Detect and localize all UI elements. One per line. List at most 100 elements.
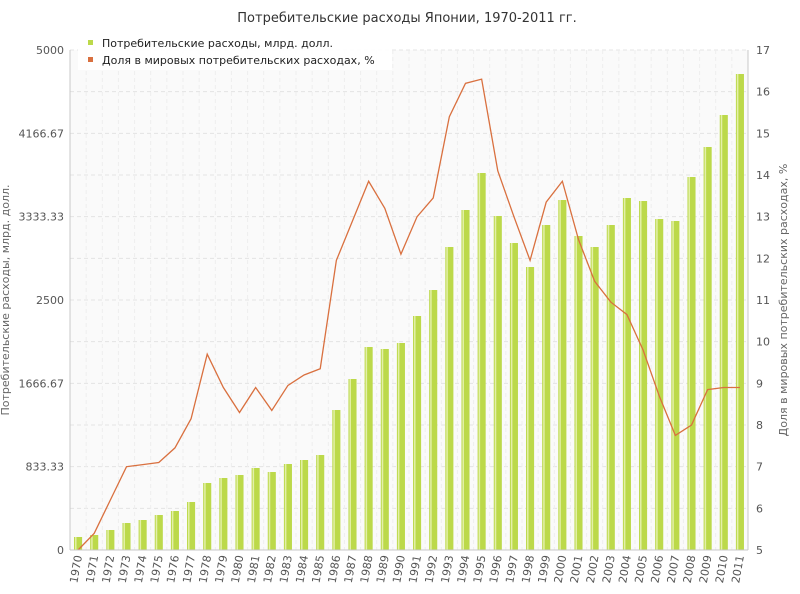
bar (235, 475, 244, 550)
x-tick-label: 1981 (245, 554, 263, 584)
right-tick-label: 14 (756, 169, 770, 182)
bar (542, 225, 551, 550)
bar-highlight (640, 201, 642, 550)
right-axis-label: Доля в мировых потребительских расходах,… (777, 164, 790, 437)
bar (735, 74, 744, 550)
x-tick-label: 1986 (326, 554, 344, 584)
bar-highlight (139, 520, 142, 550)
left-tick-label: 1666.67 (19, 377, 65, 390)
bar (606, 225, 615, 550)
right-tick-label: 11 (756, 294, 770, 307)
x-tick-label: 2010 (713, 554, 731, 584)
bar-highlight (365, 347, 368, 550)
legend-box (78, 34, 392, 70)
bar (509, 243, 518, 550)
bar (413, 316, 422, 550)
x-tick-label: 1994 (455, 554, 473, 584)
x-tick-label: 1971 (84, 554, 102, 584)
bar (590, 247, 599, 550)
x-tick-label: 2005 (632, 554, 650, 584)
x-tick-label: 2000 (552, 554, 570, 584)
x-tick-label: 1998 (519, 554, 537, 584)
bar (138, 520, 147, 550)
left-tick-label: 4166.67 (19, 127, 65, 140)
bar-highlight (107, 530, 109, 550)
right-tick-label: 13 (756, 211, 770, 224)
x-tick-label: 2009 (697, 554, 715, 584)
bar-highlight (623, 198, 626, 550)
bar-highlight (494, 216, 497, 550)
bar (622, 198, 631, 550)
bar (316, 455, 325, 550)
x-tick-label: 1992 (423, 554, 441, 584)
bar (445, 247, 454, 550)
bar-highlight (688, 177, 690, 550)
left-axis-ticks: 0 833.33 1666.67 2500 3333.33 4166.67 5000 (19, 44, 65, 557)
left-tick-label: 833.33 (26, 461, 65, 474)
legend: Потребительские расходы, млрд. долл. Дол… (78, 34, 392, 70)
bar-highlight (510, 243, 513, 550)
bar-highlight (171, 511, 174, 550)
x-tick-label: 2004 (616, 554, 634, 584)
x-tick-label: 1988 (358, 554, 376, 584)
right-tick-label: 16 (756, 86, 770, 99)
bar-highlight (188, 502, 190, 550)
x-tick-label: 1973 (116, 554, 134, 584)
right-tick-label: 7 (756, 461, 763, 474)
chart-title: Потребительские расходы Японии, 1970-201… (237, 11, 576, 26)
x-tick-label: 2006 (649, 554, 667, 584)
right-tick-label: 17 (756, 44, 770, 57)
x-tick-label: 1975 (148, 554, 166, 584)
bar-highlight (543, 225, 545, 550)
share-line (77, 78, 740, 551)
bar (74, 537, 83, 550)
bar (90, 535, 99, 550)
x-tick-label: 1974 (132, 554, 150, 584)
line-series (77, 78, 740, 551)
bar-highlight (381, 349, 384, 550)
bar-highlight (478, 173, 481, 550)
bar-highlight (736, 74, 739, 550)
bar (283, 464, 292, 550)
bar-highlight (252, 468, 255, 550)
bar (558, 200, 567, 550)
legend-swatch-line (88, 57, 93, 62)
x-tick-label: 1976 (164, 554, 182, 584)
right-tick-label: 6 (756, 502, 763, 515)
bar (219, 478, 228, 550)
right-tick-label: 5 (756, 544, 763, 557)
bar-highlight (591, 247, 594, 550)
x-tick-label: 1978 (197, 554, 215, 584)
x-tick-label: 1997 (503, 554, 521, 584)
bar (122, 523, 131, 550)
bar (703, 147, 712, 550)
bar (477, 173, 486, 550)
x-axis-ticks: 1970197119721973197419751976197719781979… (67, 554, 747, 584)
bar (170, 511, 179, 550)
bar-highlight (672, 221, 674, 550)
x-tick-label: 1993 (439, 554, 457, 584)
left-tick-label: 5000 (36, 44, 64, 57)
x-tick-label: 2003 (600, 554, 618, 584)
bar (187, 502, 196, 550)
bar (396, 343, 405, 550)
axes (69, 50, 749, 551)
bar (364, 347, 373, 550)
bar (106, 530, 115, 550)
left-tick-label: 2500 (36, 294, 64, 307)
x-tick-label: 1990 (390, 554, 408, 584)
bar (154, 515, 163, 550)
bar-highlight (559, 200, 561, 550)
right-tick-label: 10 (756, 336, 770, 349)
bar (719, 115, 728, 550)
x-tick-label: 1982 (261, 554, 279, 584)
bar-highlight (430, 290, 432, 550)
bar-series (74, 74, 744, 550)
bar-highlight (414, 316, 416, 550)
x-tick-label: 1995 (471, 554, 489, 584)
x-tick-label: 1970 (67, 554, 85, 584)
bar (461, 210, 470, 550)
bar (639, 201, 648, 550)
x-tick-label: 1996 (487, 554, 505, 584)
